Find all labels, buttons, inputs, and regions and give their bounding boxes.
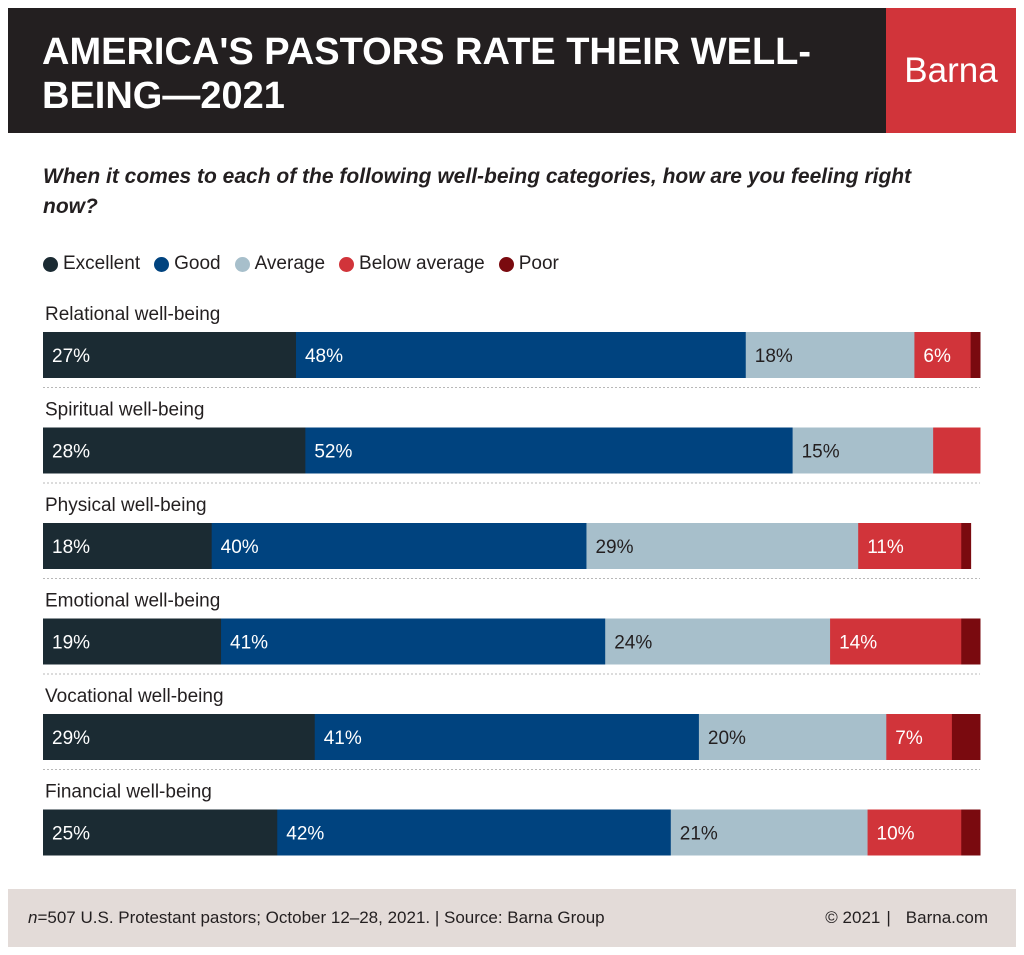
bar-segment xyxy=(586,523,859,569)
legend-label: Good xyxy=(174,253,221,274)
bar-segment xyxy=(314,714,700,760)
bar-segment xyxy=(295,332,747,378)
bar-segment xyxy=(867,809,962,856)
chart-legend: Excellent Good Average Below average Poor xyxy=(43,252,573,276)
bar-value-label: 14% xyxy=(839,633,877,654)
bar-value-label: 41% xyxy=(230,633,268,654)
bar-segment xyxy=(830,618,962,665)
bar-segment xyxy=(858,523,962,569)
bar-segment xyxy=(698,714,887,760)
bar-segment xyxy=(792,427,934,474)
header-banner: AMERICA'S PASTORS RATE THEIR WELL-BEING—… xyxy=(8,8,1016,133)
bar-segment xyxy=(305,427,794,474)
legend-swatch xyxy=(154,256,170,272)
bar-value-label: 27% xyxy=(52,346,90,367)
bar-value-label: 6% xyxy=(923,346,951,367)
legend-label: Excellent xyxy=(63,253,141,274)
legend-swatch xyxy=(234,256,250,272)
bar-value-label: 25% xyxy=(52,824,90,845)
bar-segment xyxy=(221,618,606,665)
legend-swatch xyxy=(498,256,514,272)
brand-logo: Barna xyxy=(886,8,1016,133)
bar-segment xyxy=(43,523,213,569)
bar-segment xyxy=(277,809,672,856)
legend-item: Below average xyxy=(339,253,485,275)
bar-segment xyxy=(43,809,278,856)
bar-value-label: 52% xyxy=(314,442,352,463)
bar-segment xyxy=(670,809,869,856)
site-link[interactable]: Barna.com xyxy=(905,908,988,927)
bar-segment xyxy=(745,332,915,378)
bar-value-label: 40% xyxy=(221,537,259,558)
legend-item: Poor xyxy=(498,253,559,275)
category-label: Financial well-being xyxy=(45,782,212,803)
bar-segment xyxy=(43,618,222,665)
stacked-bar-chart: Relational well-being 27% 48% 18% 6% Spiritua… xyxy=(43,304,981,856)
legend-item: Excellent xyxy=(43,253,140,275)
copyright-text: © 2021 xyxy=(825,908,881,927)
bar-value-label: 24% xyxy=(614,633,652,654)
bar-segment xyxy=(605,618,831,665)
footer-source: n =507 U.S. Protestant pastors; October 1… xyxy=(28,889,605,947)
bar-value-label: 21% xyxy=(680,824,718,845)
footer-bar: n =507 U.S. Protestant pastors; October 1… xyxy=(8,889,1016,947)
bar-segment xyxy=(43,714,316,760)
legend-item: Good xyxy=(154,253,221,275)
legend-item: Average xyxy=(234,253,326,275)
bar-segment xyxy=(43,427,306,474)
page-title: AMERICA'S PASTORS RATE THEIR WELL-BEING—… xyxy=(42,31,812,117)
bar-value-label: 42% xyxy=(286,824,324,845)
bar-segment xyxy=(211,523,587,569)
bar-value-label: 29% xyxy=(52,728,90,749)
bar-segment xyxy=(961,523,972,569)
legend-swatch xyxy=(339,256,355,272)
bar-segment xyxy=(970,332,981,378)
category-label: Relational well-being xyxy=(45,304,220,325)
bar-value-label: 29% xyxy=(595,537,633,558)
bar-segment xyxy=(961,618,981,665)
bar-value-label: 48% xyxy=(305,346,343,367)
category-label: Emotional well-being xyxy=(45,591,220,612)
bar-value-label: 41% xyxy=(324,728,362,749)
bar-value-label: 11% xyxy=(867,537,904,558)
footer-separator: | xyxy=(886,908,891,927)
bar-segment xyxy=(886,714,953,760)
bar-value-label: 15% xyxy=(802,442,840,463)
sample-size-symbol: n xyxy=(28,908,38,927)
category-label: Physical well-being xyxy=(45,495,207,516)
bar-value-label: 18% xyxy=(52,537,90,558)
category-label: Vocational well-being xyxy=(45,686,224,707)
legend-label: Average xyxy=(254,253,326,274)
bar-value-label: 28% xyxy=(52,442,90,463)
bar-segment xyxy=(43,332,297,378)
bar-value-label: 10% xyxy=(877,824,915,845)
footer-credits: © 2021 | Barna.com xyxy=(825,889,988,947)
legend-label: Below average xyxy=(359,253,485,274)
bar-value-label: 19% xyxy=(52,633,90,654)
category-label: Spiritual well-being xyxy=(45,400,204,421)
bar-segment xyxy=(914,332,972,378)
legend-label: Poor xyxy=(518,253,559,274)
bar-segment xyxy=(933,427,981,474)
bar-value-label: 20% xyxy=(708,728,746,749)
bar-value-label: 18% xyxy=(755,346,793,367)
bar-segment xyxy=(951,714,981,760)
bar-value-label: 7% xyxy=(895,728,923,749)
source-note: =507 U.S. Protestant pastors; October 12… xyxy=(37,908,605,927)
chart-question: When it comes to each of the following w… xyxy=(43,165,912,218)
bar-segment xyxy=(961,809,981,856)
legend-swatch xyxy=(43,256,58,272)
